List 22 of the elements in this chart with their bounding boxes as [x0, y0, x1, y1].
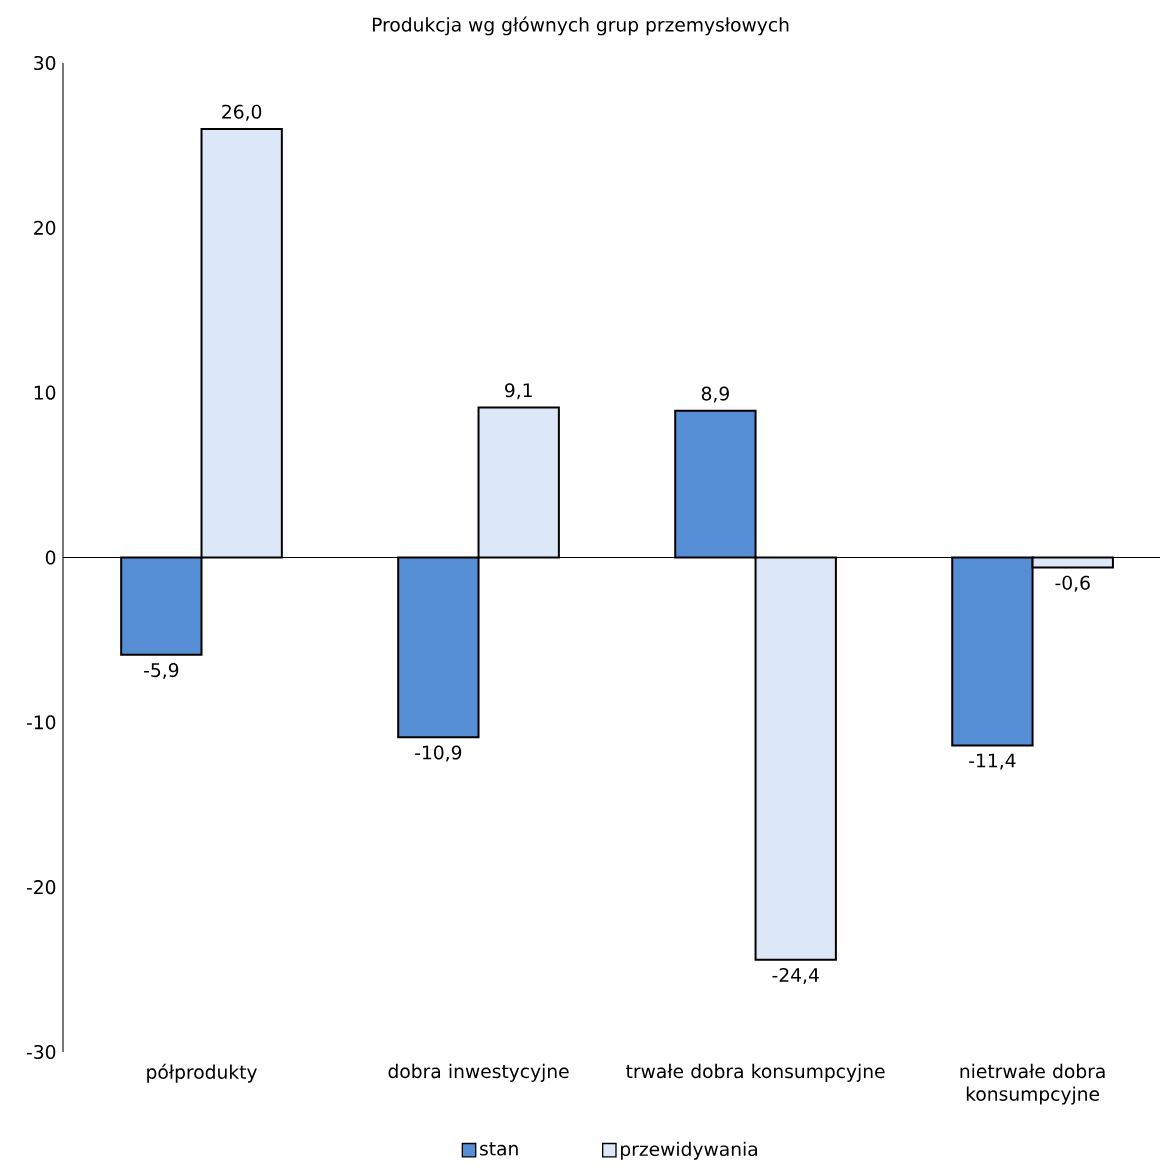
- data-label: 26,0: [222, 104, 262, 121]
- x-tick-label: dobra inwestycyjne: [388, 1063, 569, 1082]
- data-label: 8,9: [701, 386, 729, 403]
- y-tick-label: -30: [26, 1044, 56, 1060]
- y-tick-label: 20: [34, 220, 56, 235]
- data-label: -10,9: [415, 745, 462, 762]
- x-tick-label: półprodukty: [147, 1063, 257, 1083]
- data-label: -0,6: [1055, 575, 1090, 592]
- y-tick-label: -10: [26, 715, 56, 730]
- y-tick-label: -20: [26, 880, 56, 895]
- legend-label: przewidywania: [621, 1141, 757, 1160]
- legend-label: stan: [480, 1142, 518, 1156]
- data-label: -24,4: [772, 967, 819, 984]
- x-tick-label: nietrwałe dobra konsumpcyjne: [960, 1063, 1105, 1105]
- data-label: -11,4: [969, 753, 1016, 770]
- y-tick-label: 30: [34, 55, 56, 71]
- x-tick-label: trwałe dobra konsumpcyjne: [626, 1063, 885, 1082]
- y-tick-label: 10: [34, 385, 56, 400]
- data-label: -5,9: [144, 663, 179, 680]
- y-tick-label: 0: [45, 550, 56, 565]
- chart-title: Produkcja wg głównych grup przemysłowych: [372, 16, 789, 36]
- data-label: 9,1: [505, 383, 532, 400]
